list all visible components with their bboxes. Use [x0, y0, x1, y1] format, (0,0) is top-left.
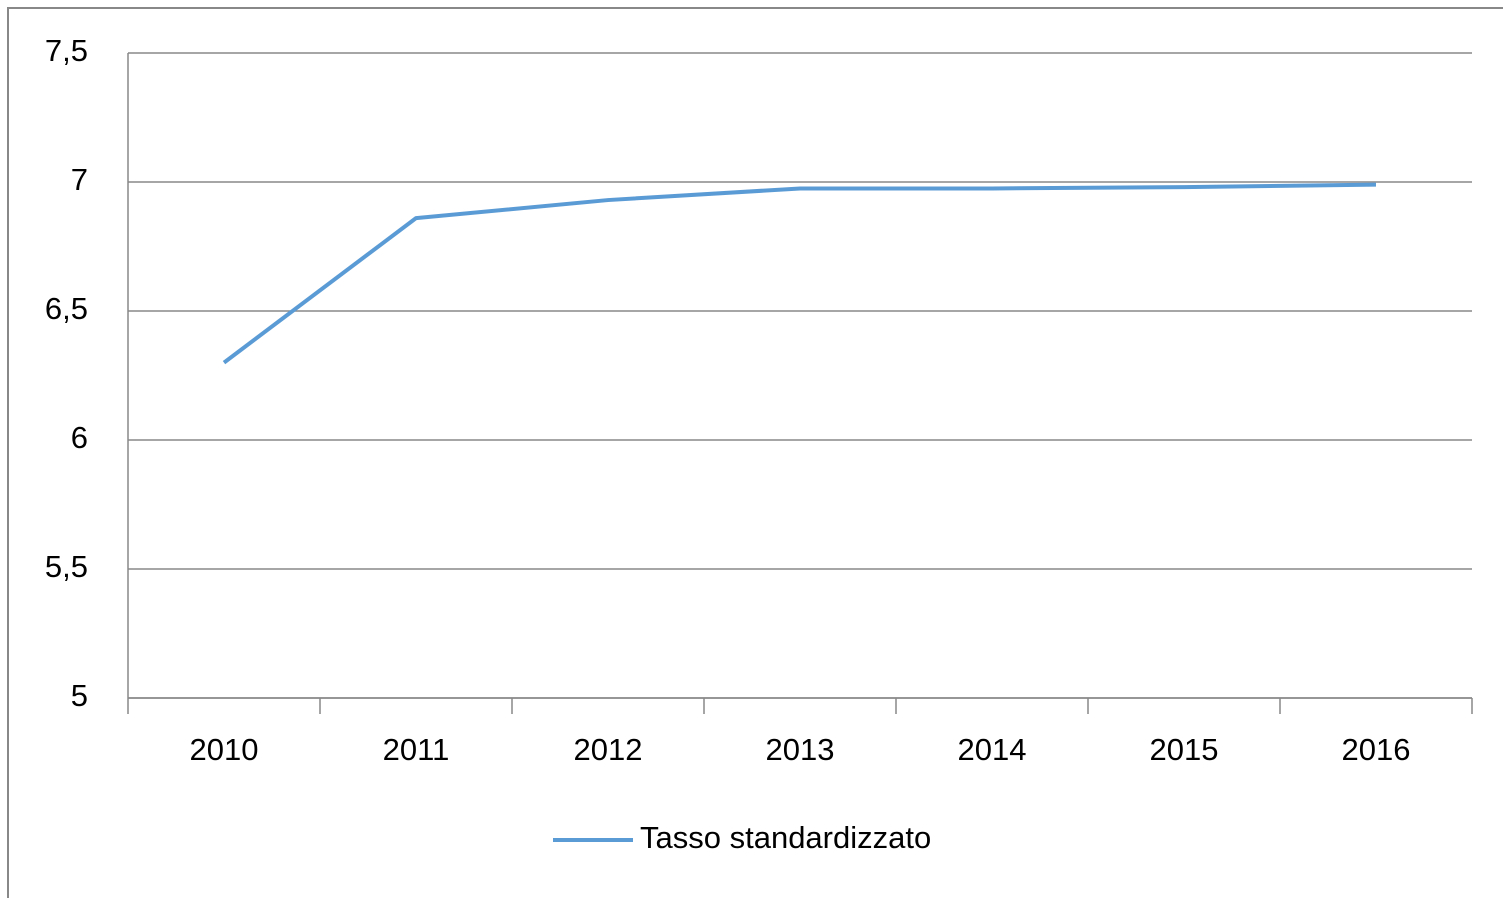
- x-tick-label: 2011: [383, 732, 450, 767]
- y-tick-label: 7: [71, 162, 88, 197]
- x-tick-label: 2013: [766, 732, 835, 767]
- x-tick-label: 2014: [958, 732, 1027, 767]
- x-tick-label: 2012: [574, 732, 643, 767]
- y-tick-label: 6: [71, 420, 88, 455]
- y-tick-label: 5,5: [45, 549, 88, 584]
- data-line: [222, 182, 1377, 365]
- y-tick-label: 7,5: [45, 33, 88, 68]
- x-tick-label: 2010: [190, 732, 259, 767]
- x-tick-label: 2016: [1342, 732, 1411, 767]
- y-tick-label: 5: [71, 678, 88, 713]
- chart-border: [7, 7, 1503, 898]
- legend-label: Tasso standardizzato: [640, 820, 931, 855]
- x-tick-label: 2015: [1150, 732, 1219, 767]
- y-tick-label: 6,5: [45, 291, 88, 326]
